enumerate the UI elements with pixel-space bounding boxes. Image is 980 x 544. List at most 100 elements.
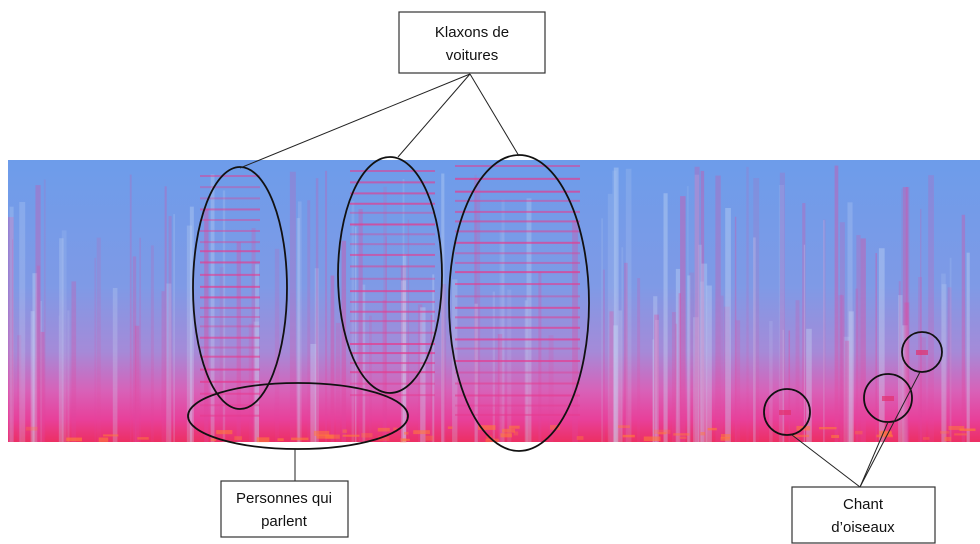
- spectrogram-noise: [256, 437, 270, 443]
- spectrogram-harmonic: [350, 320, 435, 323]
- spectrogram-harmonic: [200, 208, 260, 211]
- spectrogram-stripe: [779, 172, 786, 442]
- spectrogram-stripe: [32, 273, 38, 442]
- label-horns: Klaxons de voitures: [398, 11, 546, 74]
- spectrogram-harmonic: [200, 336, 260, 339]
- spectrogram-stripe: [251, 228, 256, 442]
- label-birds: Chant d’oiseaux: [791, 486, 936, 544]
- spectrogram-noise: [402, 438, 410, 441]
- spectrogram-noise: [98, 437, 109, 442]
- spectrogram-harmonic: [350, 181, 435, 184]
- spectrogram-stripe: [402, 254, 407, 442]
- spectrogram-harmonic: [455, 360, 580, 363]
- spectrogram-stripe: [624, 262, 628, 442]
- spectrogram-noise: [393, 427, 398, 431]
- spectrogram-stripe: [961, 214, 966, 442]
- spectrogram-stripe: [746, 166, 749, 443]
- spectrogram-harmonic: [200, 392, 260, 395]
- spectrogram-stripe: [947, 287, 952, 442]
- spectrogram-stripe: [806, 328, 812, 442]
- spectrogram-stripe: [918, 277, 922, 442]
- spectrogram-noise: [653, 429, 671, 434]
- bird-chirp: [779, 410, 791, 415]
- spectrogram-noise: [137, 437, 149, 440]
- spectrogram-harmonic: [350, 310, 435, 313]
- spectrogram-stripe: [834, 165, 839, 442]
- spectrogram-harmonic: [455, 295, 580, 298]
- spectrogram-stripe: [612, 170, 617, 442]
- spectrogram-stripe: [441, 173, 445, 442]
- spectrogram-noise: [854, 430, 863, 435]
- spectrogram-stripe: [441, 284, 444, 442]
- spectrogram-harmonic: [200, 380, 260, 383]
- spectrogram-stripe: [637, 278, 641, 442]
- spectrogram-stripe: [67, 310, 70, 442]
- spectrogram-noise: [216, 430, 233, 435]
- spectrogram-stripe: [694, 166, 700, 443]
- spectrogram-stripe: [310, 343, 317, 442]
- spectrogram-noise: [720, 433, 731, 439]
- spectrogram-harmonic: [455, 261, 580, 264]
- spectrogram-harmonic: [200, 218, 260, 221]
- spectrogram-harmonic: [455, 199, 580, 202]
- spectrogram-stripe: [96, 237, 101, 442]
- spectrogram-noise: [425, 435, 434, 441]
- spectrogram-noise: [234, 436, 243, 440]
- speech-ellipse: [187, 382, 409, 450]
- spectrogram-stripe: [351, 201, 355, 442]
- spectrogram-harmonic: [455, 382, 580, 385]
- spectrogram-harmonic: [350, 342, 435, 345]
- spectrogram-stripe: [843, 336, 850, 442]
- label-text: Personnes qui: [236, 490, 332, 507]
- spectrogram-stripe: [524, 300, 528, 442]
- spectrogram-harmonic: [350, 192, 435, 195]
- spectrogram-harmonic: [455, 404, 580, 407]
- spectrogram-stripe: [35, 185, 41, 443]
- spectrogram-stripe: [920, 337, 926, 442]
- spectrogram-stripe: [43, 179, 46, 442]
- spectrogram-stripe: [335, 322, 341, 442]
- spectrogram-stripe: [687, 275, 691, 442]
- bird-chirp: [882, 396, 894, 401]
- spectrogram-stripe: [382, 300, 387, 442]
- spectrogram-stripe: [735, 320, 741, 442]
- spectrogram-noise: [478, 425, 496, 430]
- spectrogram-harmonic: [455, 230, 580, 233]
- spectrogram-harmonic: [350, 394, 435, 397]
- spectrogram-stripe: [94, 257, 96, 442]
- spectrogram-noise: [819, 427, 837, 430]
- spectrogram-stripe: [330, 275, 335, 442]
- bird-circle: [901, 331, 943, 373]
- spectrogram-noise: [500, 433, 512, 438]
- spectrogram-stripe: [878, 248, 885, 442]
- spectrogram-stripe: [166, 283, 172, 442]
- spectrogram-stripe: [36, 265, 41, 442]
- spectrogram-stripe: [432, 274, 435, 442]
- spectrogram-harmonic: [455, 210, 580, 213]
- spectrogram-stripe: [680, 196, 686, 442]
- annotation-shapes: [187, 73, 943, 488]
- spectrogram-stripe: [607, 193, 613, 442]
- spectrogram-stripe: [706, 285, 712, 442]
- spectrogram-stripe: [40, 331, 45, 442]
- spectrogram-stripe: [652, 339, 655, 442]
- spectrogram-harmonic: [200, 241, 260, 244]
- spectrogram-stripe: [538, 271, 542, 442]
- spectrogram-stripe: [501, 199, 505, 442]
- spectrogram-noise: [959, 428, 976, 431]
- spectrogram-stripe: [314, 268, 319, 442]
- spectrogram-stripe: [823, 219, 826, 442]
- spectrogram-noise: [618, 425, 630, 429]
- spectrogram-noise: [657, 432, 667, 435]
- spectrogram-noise: [550, 425, 561, 430]
- spectrogram-stripe: [307, 200, 311, 442]
- leader-line: [859, 371, 921, 488]
- spectrogram-harmonic: [350, 290, 435, 293]
- spectrogram-noise: [277, 438, 284, 441]
- spectrogram-stripe: [802, 203, 806, 442]
- spectrogram-stripe: [848, 311, 854, 442]
- leader-line: [469, 73, 520, 157]
- spectrogram-stripe: [492, 291, 495, 442]
- spectrogram-harmonic: [200, 414, 260, 417]
- spectrogram-stripe: [401, 280, 407, 442]
